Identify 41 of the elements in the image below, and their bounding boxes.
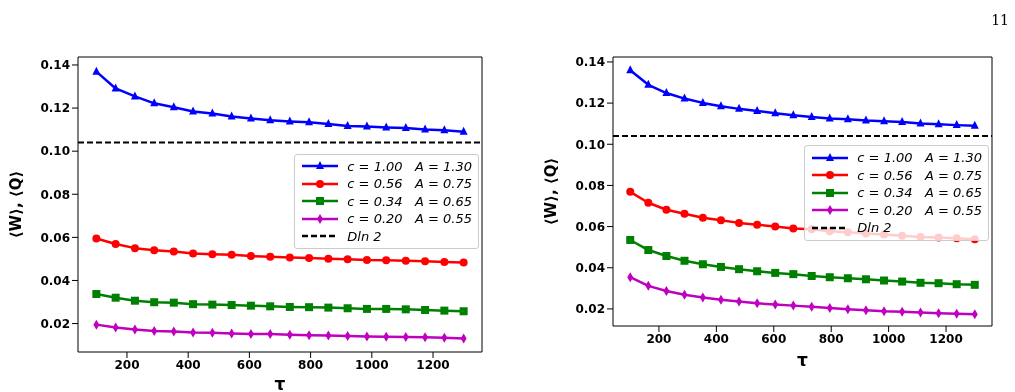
x-tick-label: 1000 <box>871 331 906 346</box>
legend-label: Dln 2 <box>857 219 892 237</box>
y-tick-label: 0.08 <box>575 178 605 193</box>
x-tick-label: 1000 <box>355 357 389 372</box>
x-tick-label: 400 <box>175 357 201 372</box>
x-tick-label: 1200 <box>416 357 450 372</box>
y-tick-label: 0.10 <box>40 144 70 159</box>
x-tick-label: 600 <box>236 357 262 372</box>
y-tick-label: 0.12 <box>575 96 605 111</box>
x-axis-title: τ <box>274 374 286 392</box>
legend-label: c = 0.34 A = 0.65 <box>857 184 982 202</box>
y-tick-label: 0.06 <box>40 230 70 245</box>
x-tick-label: 600 <box>761 331 787 346</box>
x-tick-label: 800 <box>818 331 844 346</box>
legend-label: c = 0.56 A = 0.75 <box>857 166 982 185</box>
y-axis-title: ⟨W⟩, ⟨Q⟩ <box>542 157 561 226</box>
y-tick-label: 0.02 <box>575 302 605 317</box>
legend-label: c = 1.00 A = 1.30 <box>347 157 472 176</box>
y-axis-title: ⟨W⟩, ⟨Q⟩ <box>7 170 26 239</box>
y-tick-label: 0.02 <box>40 316 70 331</box>
legend-label: Dln 2 <box>347 227 382 246</box>
legend-label: c = 0.56 A = 0.75 <box>347 175 472 193</box>
y-tick-label: 0.14 <box>575 55 605 70</box>
x-tick-label: 400 <box>703 331 729 346</box>
x-tick-label: 1200 <box>929 331 963 346</box>
legend-label: c = 0.20 A = 0.55 <box>857 201 982 220</box>
x-tick-label: 800 <box>298 357 324 372</box>
y-tick-label: 0.04 <box>40 273 70 288</box>
x-tick-label: 200 <box>114 357 140 372</box>
x-tick-label: 200 <box>646 331 672 346</box>
y-tick-label: 0.10 <box>575 137 605 152</box>
legend-label: c = 0.34 A = 0.65 <box>347 192 472 211</box>
y-tick-label: 0.14 <box>40 58 70 73</box>
x-axis-title: τ <box>797 350 809 370</box>
legend-label: c = 0.20 A = 0.55 <box>347 210 472 228</box>
y-tick-label: 0.12 <box>40 101 70 116</box>
legend-label: c = 1.00 A = 1.30 <box>857 149 982 167</box>
y-tick-label: 0.08 <box>40 187 70 202</box>
text: 11 <box>991 12 1009 28</box>
y-tick-label: 0.06 <box>575 219 605 234</box>
y-tick-label: 0.04 <box>575 261 605 276</box>
